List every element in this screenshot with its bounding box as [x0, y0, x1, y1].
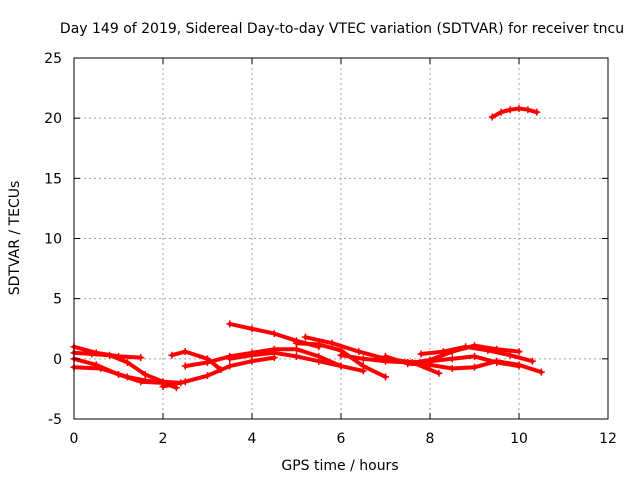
data-point — [484, 346, 492, 354]
data-point — [382, 373, 389, 381]
data-point — [515, 105, 523, 113]
x-tick-label: 12 — [599, 431, 617, 447]
y-tick-label: 10 — [44, 232, 62, 248]
x-tick-label: 6 — [337, 431, 346, 447]
data-point — [293, 345, 300, 353]
data-point — [293, 339, 300, 347]
data-point — [493, 357, 501, 365]
series-trace-i — [226, 349, 367, 375]
data-point — [524, 106, 532, 114]
ticks: 0 2 4 6 8 10 12 -5 0 5 10 15 20 25 — [44, 51, 617, 447]
data-point — [439, 348, 447, 356]
data-point — [270, 349, 278, 357]
y-tick-label: 0 — [53, 352, 62, 368]
data-point — [515, 361, 523, 369]
data-point — [515, 348, 523, 356]
series-line — [419, 344, 535, 364]
data-point — [337, 362, 345, 370]
data-point — [506, 351, 514, 359]
data-point — [123, 373, 131, 381]
data-point — [204, 372, 211, 380]
data-point — [248, 351, 256, 359]
data-point — [359, 355, 367, 363]
data-point — [506, 106, 514, 114]
x-axis-label: GPS time / hours — [281, 458, 398, 474]
x-tick-label: 10 — [510, 431, 528, 447]
chart-title: Day 149 of 2019, Sidereal Day-to-day VTE… — [60, 21, 624, 37]
data-point — [115, 352, 122, 360]
x-tick-label: 2 — [159, 431, 168, 447]
y-tick-label: 20 — [44, 111, 62, 127]
data-point — [471, 352, 478, 360]
data-point — [462, 343, 470, 351]
series-line — [303, 335, 441, 376]
data-point — [301, 333, 309, 341]
data-point — [337, 351, 345, 359]
data-point — [448, 364, 456, 372]
series-trace-j — [293, 339, 389, 381]
data-point — [226, 320, 234, 328]
data-point — [537, 368, 545, 376]
data-point — [435, 369, 443, 377]
data-layer — [70, 105, 545, 392]
data-point — [181, 348, 189, 356]
data-point — [92, 349, 100, 357]
series-line — [183, 347, 343, 369]
data-point — [315, 357, 323, 365]
data-point — [497, 108, 505, 116]
series-trace-o — [417, 343, 536, 365]
x-tick-label: 8 — [426, 431, 435, 447]
data-point — [448, 355, 456, 363]
series-line — [161, 355, 277, 389]
data-point — [293, 352, 300, 360]
series-trace-d — [70, 363, 167, 387]
series-trace-e — [159, 354, 278, 391]
data-point — [204, 358, 211, 366]
data-point — [355, 348, 363, 356]
y-tick-label: 15 — [44, 171, 62, 187]
data-point — [123, 358, 131, 366]
data-point — [181, 378, 189, 386]
data-point — [168, 351, 176, 359]
data-point — [528, 357, 536, 365]
data-point — [270, 330, 278, 338]
y-tick-label: -5 — [48, 412, 62, 428]
y-axis-label: SDTVAR / TECUs — [7, 181, 23, 296]
data-point — [328, 339, 336, 347]
data-point — [181, 362, 189, 370]
data-point — [426, 356, 434, 364]
data-point — [533, 108, 541, 116]
data-point — [137, 354, 145, 362]
series-line — [72, 344, 143, 360]
data-point — [159, 383, 167, 391]
series-line — [169, 349, 223, 372]
series-trace-p — [488, 105, 541, 121]
x-tick-label: 4 — [248, 431, 257, 447]
data-point — [488, 113, 496, 121]
data-point — [382, 352, 389, 360]
x-tick-label: 0 — [70, 431, 79, 447]
data-point — [226, 362, 234, 370]
y-tick-label: 25 — [44, 51, 62, 67]
data-point — [359, 362, 367, 370]
data-point — [248, 357, 256, 365]
series-trace-f — [168, 348, 225, 374]
data-point — [248, 325, 256, 333]
data-point — [217, 366, 225, 374]
data-point — [226, 355, 234, 363]
data-point — [471, 363, 478, 371]
data-point — [417, 350, 425, 358]
data-point — [97, 364, 105, 372]
y-tick-label: 5 — [53, 292, 62, 308]
data-point — [141, 376, 149, 384]
data-point — [404, 360, 412, 368]
data-point — [141, 370, 149, 378]
